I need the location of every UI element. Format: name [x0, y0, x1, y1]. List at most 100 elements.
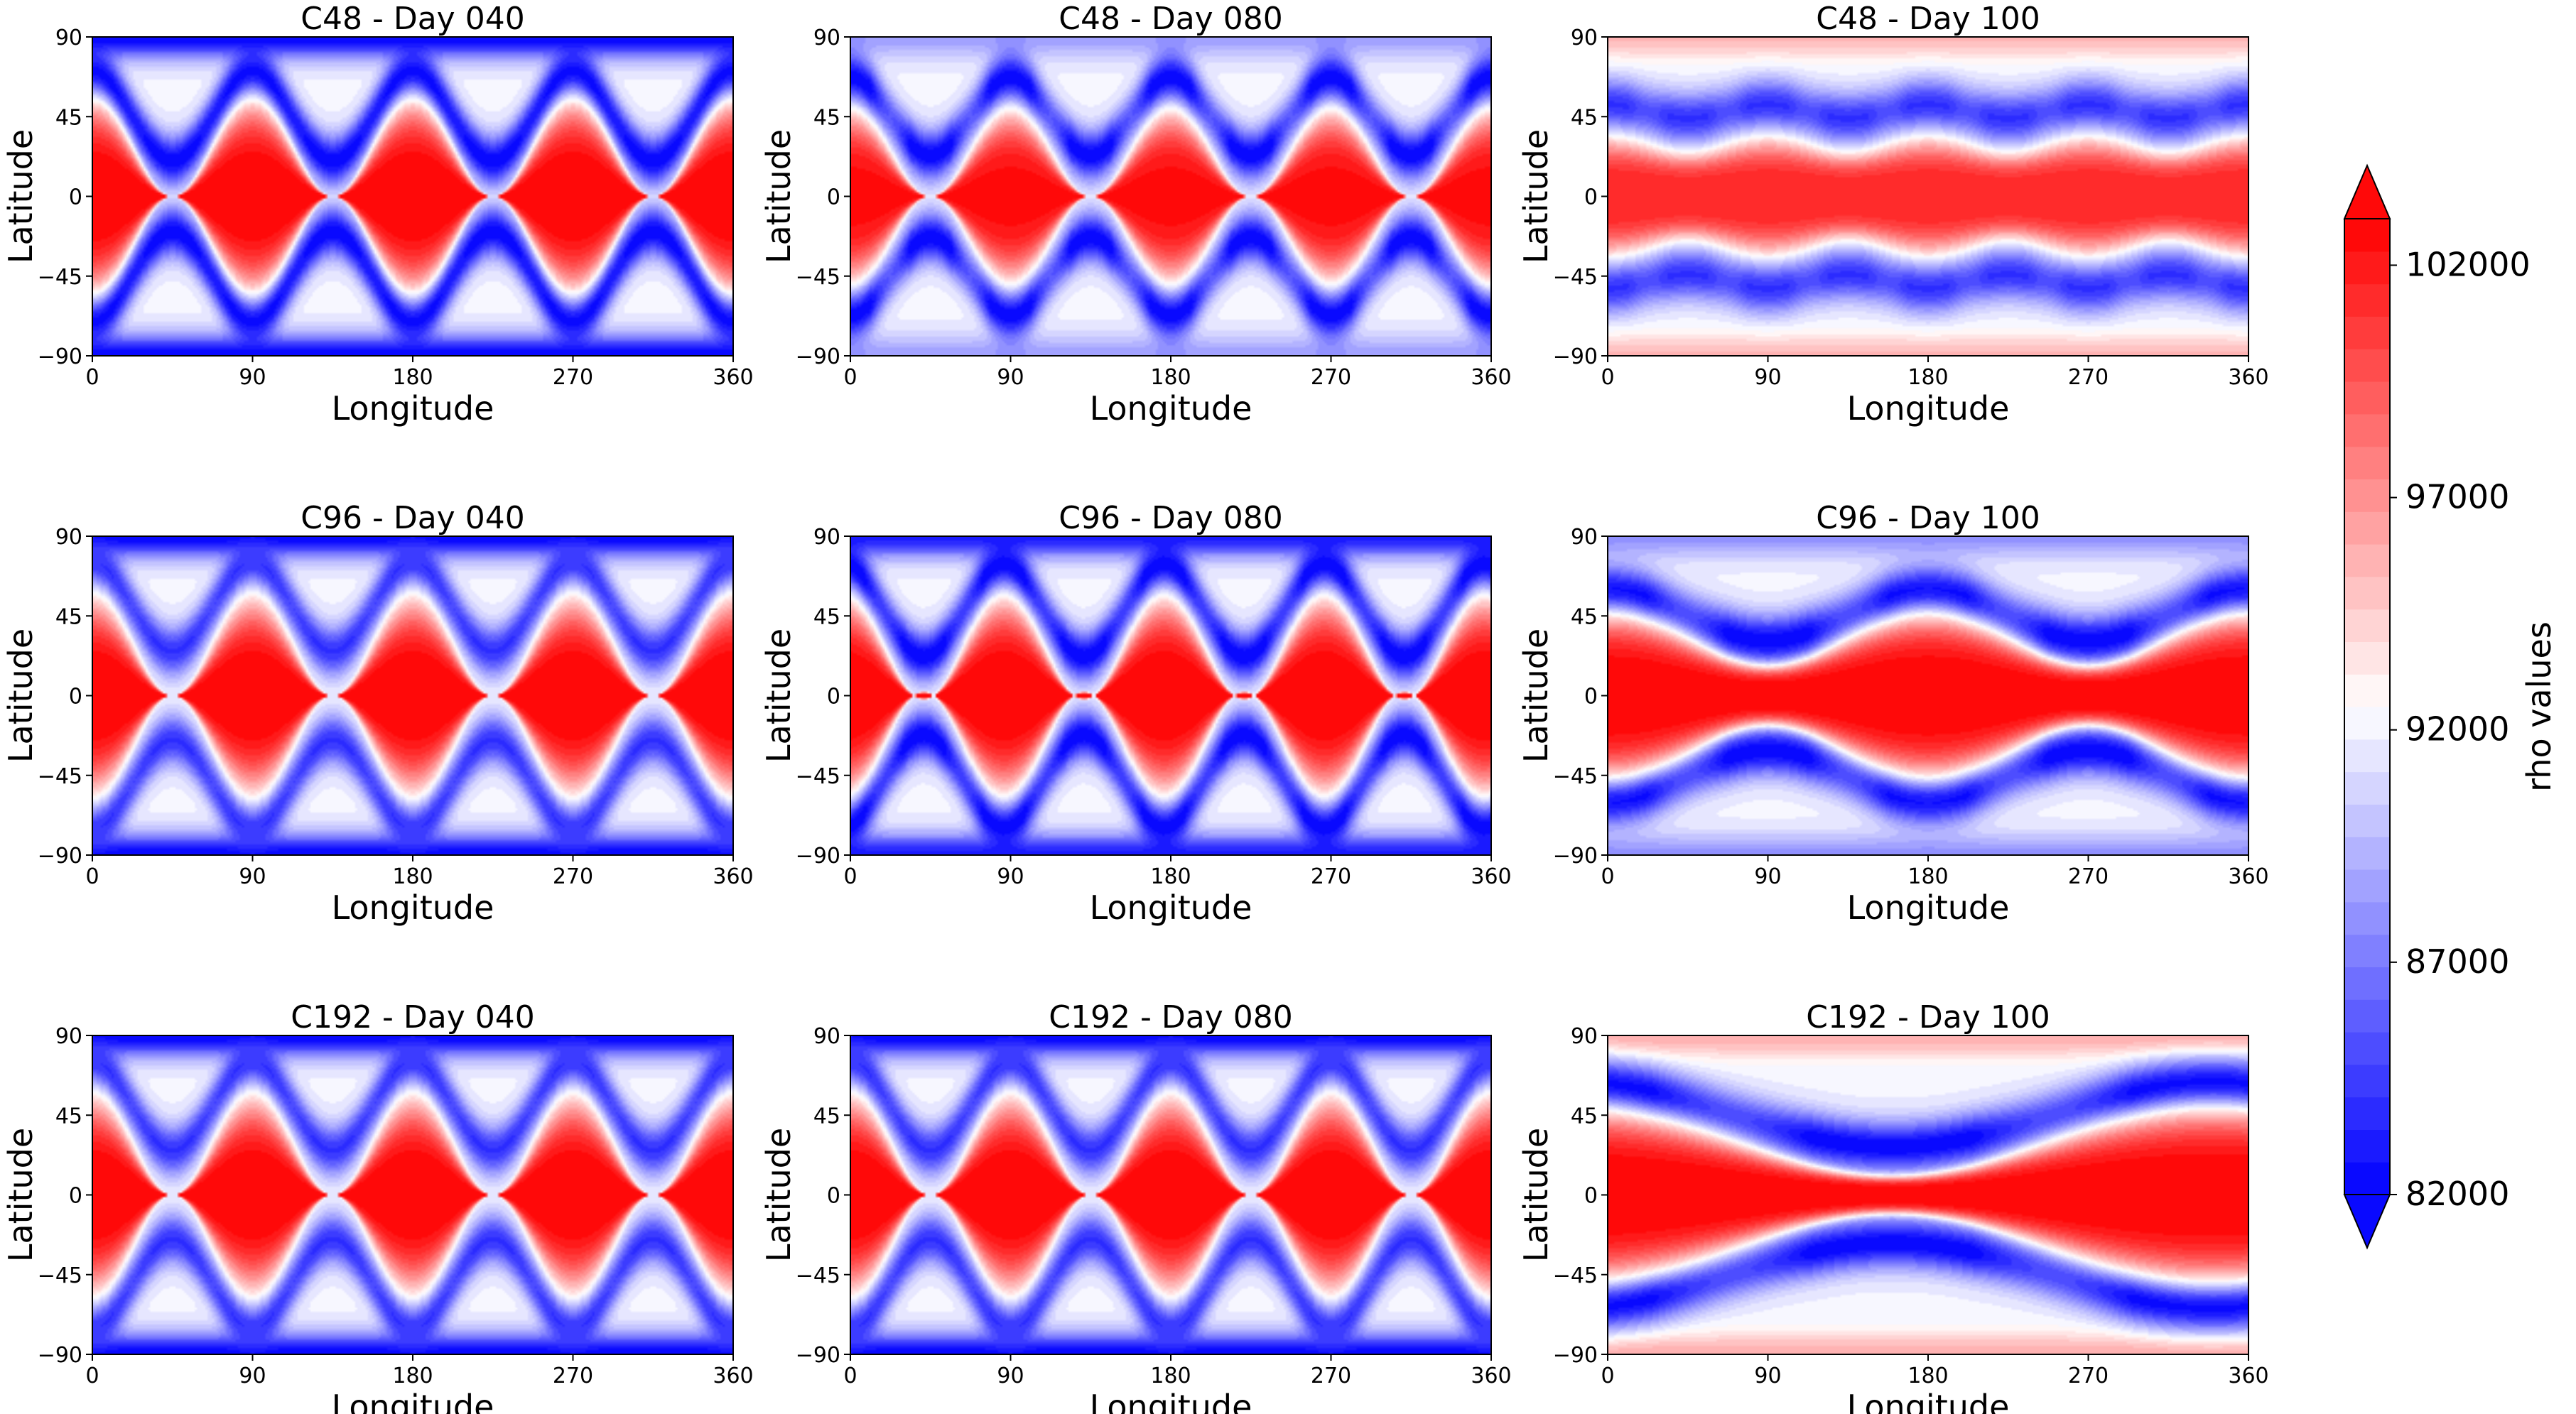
y-tick-label: 0: [827, 685, 840, 709]
x-axis-label: Longitude: [332, 888, 494, 927]
x-tick-label: 270: [2068, 1364, 2109, 1388]
heatmap-field: [850, 37, 1491, 356]
x-tick-label: 360: [2228, 365, 2268, 390]
colorbar-segment: [2344, 771, 2390, 805]
x-tick-label: 360: [713, 864, 753, 889]
y-axis-label: Latitude: [1, 629, 40, 763]
panel-title: C192 - Day 040: [291, 999, 534, 1035]
heatmap-field: [92, 1035, 733, 1354]
x-tick-label: 0: [85, 365, 99, 390]
y-axis-label: Latitude: [1, 1128, 40, 1262]
y-tick-label: 45: [55, 105, 82, 130]
colorbar-segment: [2344, 1064, 2390, 1098]
y-tick-label: 0: [1584, 685, 1598, 709]
y-tick-label: −45: [38, 265, 82, 290]
colorbar-segment: [2344, 251, 2390, 285]
y-tick-label: −90: [1553, 1343, 1598, 1368]
x-tick-label: 0: [843, 864, 857, 889]
colorbar-segment: [2344, 1129, 2390, 1163]
colorbar-segment: [2344, 1097, 2390, 1130]
colorbar-segment: [2344, 1032, 2390, 1065]
x-tick-label: 270: [553, 365, 593, 390]
y-tick-label: −90: [796, 1343, 840, 1368]
x-tick-label: 270: [2068, 864, 2109, 889]
x-tick-label: 90: [997, 365, 1024, 390]
y-tick-label: −45: [1553, 764, 1598, 789]
colorbar-segment: [2344, 381, 2390, 415]
y-tick-label: 0: [69, 685, 82, 709]
colorbar-segment: [2344, 349, 2390, 382]
y-tick-label: 0: [1584, 1184, 1598, 1209]
x-axis-label: Longitude: [1090, 389, 1252, 428]
y-tick-label: −90: [38, 344, 82, 369]
x-tick-label: 90: [997, 864, 1024, 889]
colorbar: 82000 87000 92000 97000 102000 rho values: [2343, 163, 2558, 1250]
colorbar-segment: [2344, 967, 2390, 1000]
y-tick-label: 90: [55, 525, 82, 550]
y-tick-label: 45: [1571, 1104, 1598, 1129]
colorbar-segment: [2344, 674, 2390, 707]
y-tick-label: −90: [796, 344, 840, 369]
chart-panel: C48 - Day 040 0 90 180 270 360 90 45 0 −45 −90 Long…: [1, 1, 754, 428]
y-tick-label: 45: [1571, 105, 1598, 130]
x-tick-label: 180: [1907, 864, 1948, 889]
panel-title: C96 - Day 100: [1816, 500, 2040, 536]
y-tick-label: 90: [813, 525, 840, 550]
y-tick-label: 90: [55, 1024, 82, 1049]
y-tick-label: −45: [796, 764, 840, 789]
colorbar-segment: [2344, 511, 2390, 545]
x-axis-label: Longitude: [1847, 389, 2010, 428]
colorbar-segment: [2344, 999, 2390, 1033]
y-tick-label: 45: [1571, 604, 1598, 629]
y-axis-label: Latitude: [759, 1128, 798, 1262]
colorbar-tick-label: 82000: [2405, 1175, 2509, 1213]
heatmap-field: [1608, 1035, 2248, 1354]
x-tick-label: 0: [1601, 365, 1614, 390]
x-tick-label: 0: [1601, 1364, 1614, 1388]
x-tick-label: 180: [1150, 864, 1191, 889]
x-tick-label: 180: [1150, 365, 1191, 390]
x-tick-label: 360: [1471, 864, 1511, 889]
colorbar-segment: [2344, 219, 2390, 252]
y-tick-label: 45: [813, 1104, 840, 1129]
y-tick-label: 0: [827, 185, 840, 210]
y-tick-label: 0: [69, 185, 82, 210]
y-tick-label: 90: [55, 26, 82, 50]
x-tick-label: 360: [713, 365, 753, 390]
x-axis-label: Longitude: [1847, 888, 2010, 927]
y-axis-label: Latitude: [1517, 1128, 1555, 1262]
x-tick-label: 0: [85, 1364, 99, 1388]
x-axis-label: Longitude: [332, 389, 494, 428]
colorbar-segment: [2344, 837, 2390, 870]
colorbar-segment: [2344, 901, 2390, 935]
colorbar-segment: [2344, 609, 2390, 642]
y-axis-label: Latitude: [1517, 129, 1555, 263]
x-tick-label: 270: [2068, 365, 2109, 390]
chart-panel: C96 - Day 040 0 90 180 270 360 90 45 0 −45 −90 Long…: [1, 500, 754, 927]
y-tick-label: −90: [796, 844, 840, 869]
colorbar-frame: [2344, 218, 2391, 1195]
y-tick-label: −45: [1553, 1263, 1598, 1288]
y-tick-label: 45: [55, 604, 82, 629]
x-axis-label: Longitude: [1090, 1388, 1252, 1414]
panel-title: C96 - Day 080: [1059, 500, 1282, 536]
chart-panel: C192 - Day 040 0 90 180 270 360 90 45 0 −45 −90 Lon…: [1, 999, 754, 1414]
heatmap-field: [850, 1035, 1491, 1354]
x-tick-label: 360: [713, 1364, 753, 1388]
x-tick-label: 180: [392, 1364, 433, 1388]
y-tick-label: 90: [1571, 26, 1598, 50]
x-tick-label: 270: [1311, 365, 1351, 390]
x-tick-label: 90: [239, 864, 266, 889]
y-tick-label: −90: [38, 1343, 82, 1368]
chart-panel: C96 - Day 100 0 90 180 270 360 90 45 0 −45 −90 Long…: [1517, 500, 2269, 927]
x-tick-label: 180: [392, 365, 433, 390]
heatmap-field: [850, 536, 1491, 855]
y-tick-label: 45: [55, 1104, 82, 1129]
x-tick-label: 360: [2228, 864, 2268, 889]
y-tick-label: −90: [38, 844, 82, 869]
y-tick-label: 0: [827, 1184, 840, 1209]
y-tick-label: 90: [813, 26, 840, 50]
panel-title: C48 - Day 040: [301, 1, 524, 37]
x-axis-label: Longitude: [1847, 1388, 2010, 1414]
y-tick-label: −90: [1553, 844, 1598, 869]
